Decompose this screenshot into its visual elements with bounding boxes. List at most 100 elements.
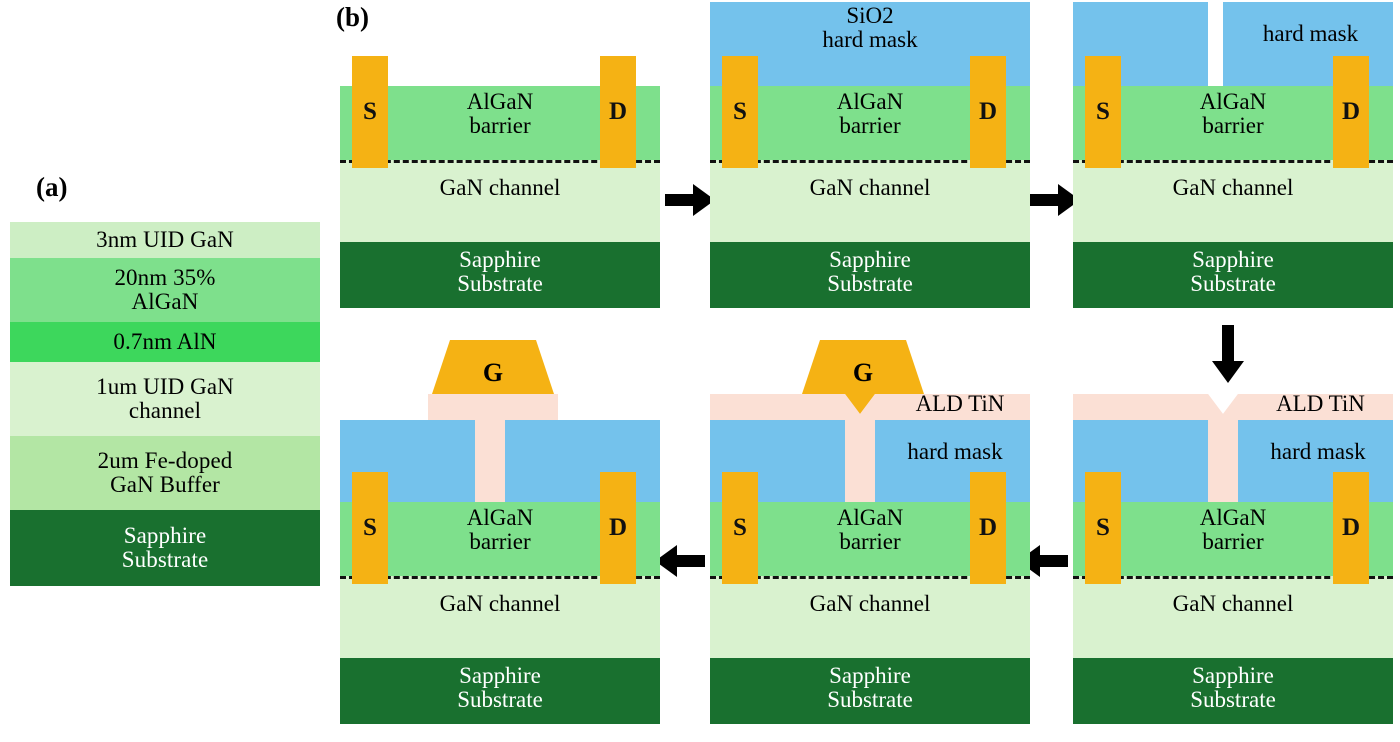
- algan-barrier-label: AlGaN barrier: [466, 89, 534, 138]
- algan-barrier-label: AlGaN barrier: [1199, 505, 1267, 554]
- hard-mask-label: SiO2 hard mask: [822, 3, 918, 52]
- algan-barrier-label: AlGaN barrier: [836, 89, 904, 138]
- ald-tin-plug: [1073, 394, 1393, 502]
- gan-channel-region: [340, 576, 660, 658]
- source-label: S: [363, 514, 377, 541]
- layer-label: Sapphire Substrate: [121, 522, 209, 572]
- drain-electrode[interactable]: D: [600, 472, 636, 584]
- drain-label: D: [608, 514, 628, 541]
- source-label: S: [1096, 514, 1110, 541]
- drain-label: D: [1341, 514, 1361, 541]
- source-label: S: [363, 98, 377, 125]
- gan-channel-label: GaN channel: [439, 175, 561, 200]
- 2deg-interface-line: [340, 160, 660, 163]
- layer-label: 2um Fe-doped GaN Buffer: [97, 447, 233, 497]
- drain-label: D: [608, 98, 628, 125]
- gate-label: G: [482, 358, 504, 387]
- sapphire-label: Sapphire Substrate: [827, 247, 913, 296]
- sapphire-region: [340, 242, 660, 308]
- arrow-step3-to-step4-icon: [1212, 325, 1244, 383]
- layer-label: 20nm 35% AlGaN: [114, 264, 216, 314]
- layer-sapphire-substrate: Sapphire Substrate: [10, 510, 320, 586]
- algan-barrier-label: AlGaN barrier: [1199, 89, 1267, 138]
- source-electrode[interactable]: S: [352, 56, 388, 168]
- gan-channel-label: GaN channel: [1172, 175, 1294, 200]
- gate-label-wrap: G: [798, 340, 928, 406]
- sapphire-label: Sapphire Substrate: [457, 247, 543, 296]
- ald-tin-label: ALD TiN: [915, 391, 1005, 416]
- device-step-4: S D ALD TiN hard mask AlGaN barrier GaN …: [1073, 392, 1393, 732]
- gan-channel-region: [340, 160, 660, 242]
- source-label: S: [733, 98, 747, 125]
- hard-mask-label: hard mask: [907, 439, 1003, 464]
- sapphire-label: Sapphire Substrate: [457, 663, 543, 712]
- gan-channel-region: [710, 576, 1030, 658]
- source-electrode[interactable]: S: [1085, 56, 1121, 168]
- layer-uid-gan-cap: 3nm UID GaN: [10, 222, 320, 258]
- gan-channel-region: [710, 160, 1030, 242]
- drain-label: D: [1341, 98, 1361, 125]
- layer-gan-channel: 1um UID GaN channel: [10, 362, 320, 436]
- layer-fe-doped-buffer: 2um Fe-doped GaN Buffer: [10, 436, 320, 510]
- ald-tin-plug: [710, 394, 1030, 502]
- source-label: S: [1096, 98, 1110, 125]
- gan-channel-region: [1073, 576, 1393, 658]
- device-step-3: S D hard mask AlGaN barrier GaN channel …: [1073, 0, 1393, 308]
- gan-channel-region: [1073, 160, 1393, 242]
- drain-electrode[interactable]: D: [970, 56, 1006, 168]
- device-step-5: G S D ALD TiN hard mask AlGaN barrier Ga…: [710, 340, 1030, 732]
- gate-label: G: [852, 358, 874, 387]
- ald-tin-plug-front: [428, 394, 558, 502]
- gan-channel-label: GaN channel: [809, 175, 931, 200]
- arrow-step5-to-step6-icon: [655, 545, 705, 577]
- gan-channel-label: GaN channel: [809, 591, 931, 616]
- sapphire-region: [1073, 658, 1393, 724]
- sapphire-region: [340, 658, 660, 724]
- hard-mask-label: hard mask: [1262, 21, 1359, 46]
- ald-tin-label: ALD TiN: [1276, 391, 1365, 416]
- drain-electrode[interactable]: D: [1333, 472, 1369, 584]
- drain-electrode[interactable]: D: [1333, 56, 1369, 168]
- algan-barrier-label: AlGaN barrier: [836, 505, 904, 554]
- hard-mask-label: hard mask: [1270, 439, 1366, 464]
- sapphire-region: [1073, 242, 1393, 308]
- device-step-1: S D AlGaN barrier GaN channel Sapphire S…: [340, 56, 660, 308]
- sapphire-label: Sapphire Substrate: [827, 663, 913, 712]
- panel-b-label: (b): [336, 2, 369, 32]
- layer-aln-spacer: 0.7nm AlN: [10, 322, 320, 362]
- sapphire-label: Sapphire Substrate: [1190, 663, 1276, 712]
- 2deg-interface-line: [710, 576, 1030, 579]
- 2deg-interface-line: [710, 160, 1030, 163]
- drain-electrode[interactable]: D: [970, 472, 1006, 584]
- device-step-6: G S D AlGaN barrier GaN channel Sapphire…: [340, 340, 660, 732]
- gan-channel-label: GaN channel: [439, 591, 561, 616]
- sapphire-region: [710, 658, 1030, 724]
- gate-label-wrap: G: [428, 340, 558, 406]
- source-electrode[interactable]: S: [722, 472, 758, 584]
- drain-electrode[interactable]: D: [600, 56, 636, 168]
- 2deg-interface-line: [340, 576, 660, 579]
- layer-label: 0.7nm AlN: [113, 328, 217, 354]
- panel-a-label: (a): [36, 172, 68, 202]
- layer-algan-barrier: 20nm 35% AlGaN: [10, 258, 320, 322]
- arrow-step2-to-step3-icon: [1030, 184, 1080, 216]
- source-electrode[interactable]: S: [1085, 472, 1121, 584]
- source-electrode[interactable]: S: [352, 472, 388, 584]
- drain-label: D: [978, 514, 998, 541]
- drain-label: D: [978, 98, 998, 125]
- gan-channel-label: GaN channel: [1172, 591, 1294, 616]
- panel-a-layer-stack: 3nm UID GaN 20nm 35% AlGaN 0.7nm AlN 1um…: [10, 222, 320, 586]
- source-label: S: [733, 514, 747, 541]
- gate-electrode[interactable]: [428, 340, 558, 452]
- arrow-step4-to-step5-icon: [1018, 545, 1068, 577]
- layer-label: 3nm UID GaN: [96, 226, 234, 252]
- gate-electrode[interactable]: [798, 340, 928, 452]
- 2deg-interface-line: [1073, 160, 1393, 163]
- sapphire-region: [710, 242, 1030, 308]
- arrow-step1-to-step2-icon: [665, 184, 715, 216]
- source-electrode[interactable]: S: [722, 56, 758, 168]
- device-step-2: S D SiO2 hard mask AlGaN barrier GaN cha…: [710, 0, 1030, 308]
- algan-barrier-label: AlGaN barrier: [466, 505, 534, 554]
- layer-label: 1um UID GaN channel: [96, 373, 234, 423]
- 2deg-interface-line: [1073, 576, 1393, 579]
